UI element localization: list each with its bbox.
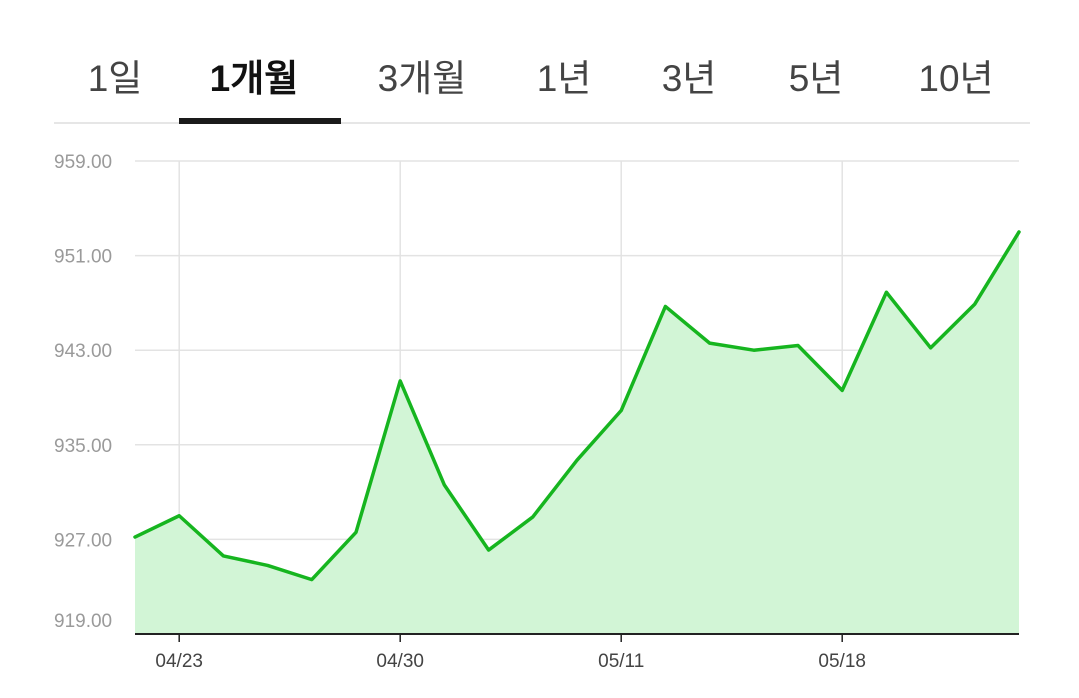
data-point: [663, 304, 667, 308]
data-point: [531, 515, 535, 519]
x-tick-label: 04/23: [155, 651, 203, 672]
data-point: [796, 343, 800, 347]
data-point: [752, 348, 756, 352]
data-point: [310, 578, 314, 582]
data-point: [266, 563, 270, 567]
tab-3-months[interactable]: 3개월: [377, 58, 467, 99]
data-point: [1017, 230, 1021, 234]
data-point: [708, 341, 712, 345]
data-point: [398, 379, 402, 383]
tab-1-year[interactable]: 1년: [536, 58, 592, 99]
data-point: [354, 530, 358, 534]
y-tick-label: 935.00: [54, 436, 112, 457]
y-tick-label: 927.00: [54, 530, 112, 551]
data-point: [221, 554, 225, 558]
data-point: [973, 302, 977, 306]
tab-5-years[interactable]: 5년: [788, 58, 844, 99]
tab-10-years[interactable]: 10년: [918, 58, 994, 99]
x-tick-label: 04/30: [376, 651, 424, 672]
data-point: [575, 458, 579, 462]
period-tab-bar: 1일 1개월 3개월 1년 3년 5년 10년: [54, 0, 1030, 124]
data-point: [619, 409, 623, 413]
data-point: [442, 483, 446, 487]
data-point: [133, 535, 137, 539]
y-tick-label: 919.00: [54, 611, 112, 632]
data-point: [840, 388, 844, 392]
y-tick-label: 959.00: [54, 152, 112, 173]
data-point: [177, 514, 181, 518]
price-series-line: [133, 230, 1021, 582]
x-tick-label: 05/18: [818, 651, 866, 672]
tab-1-month[interactable]: 1개월: [209, 58, 299, 99]
y-tick-label: 943.00: [54, 341, 112, 362]
active-tab-indicator: [179, 118, 341, 124]
tab-1-day[interactable]: 1일: [87, 58, 143, 99]
data-point: [929, 346, 933, 350]
y-tick-label: 951.00: [54, 247, 112, 268]
data-point: [487, 548, 491, 552]
data-point: [884, 290, 888, 294]
tab-3-years[interactable]: 3년: [661, 58, 717, 99]
x-tick-label: 05/11: [598, 651, 644, 672]
